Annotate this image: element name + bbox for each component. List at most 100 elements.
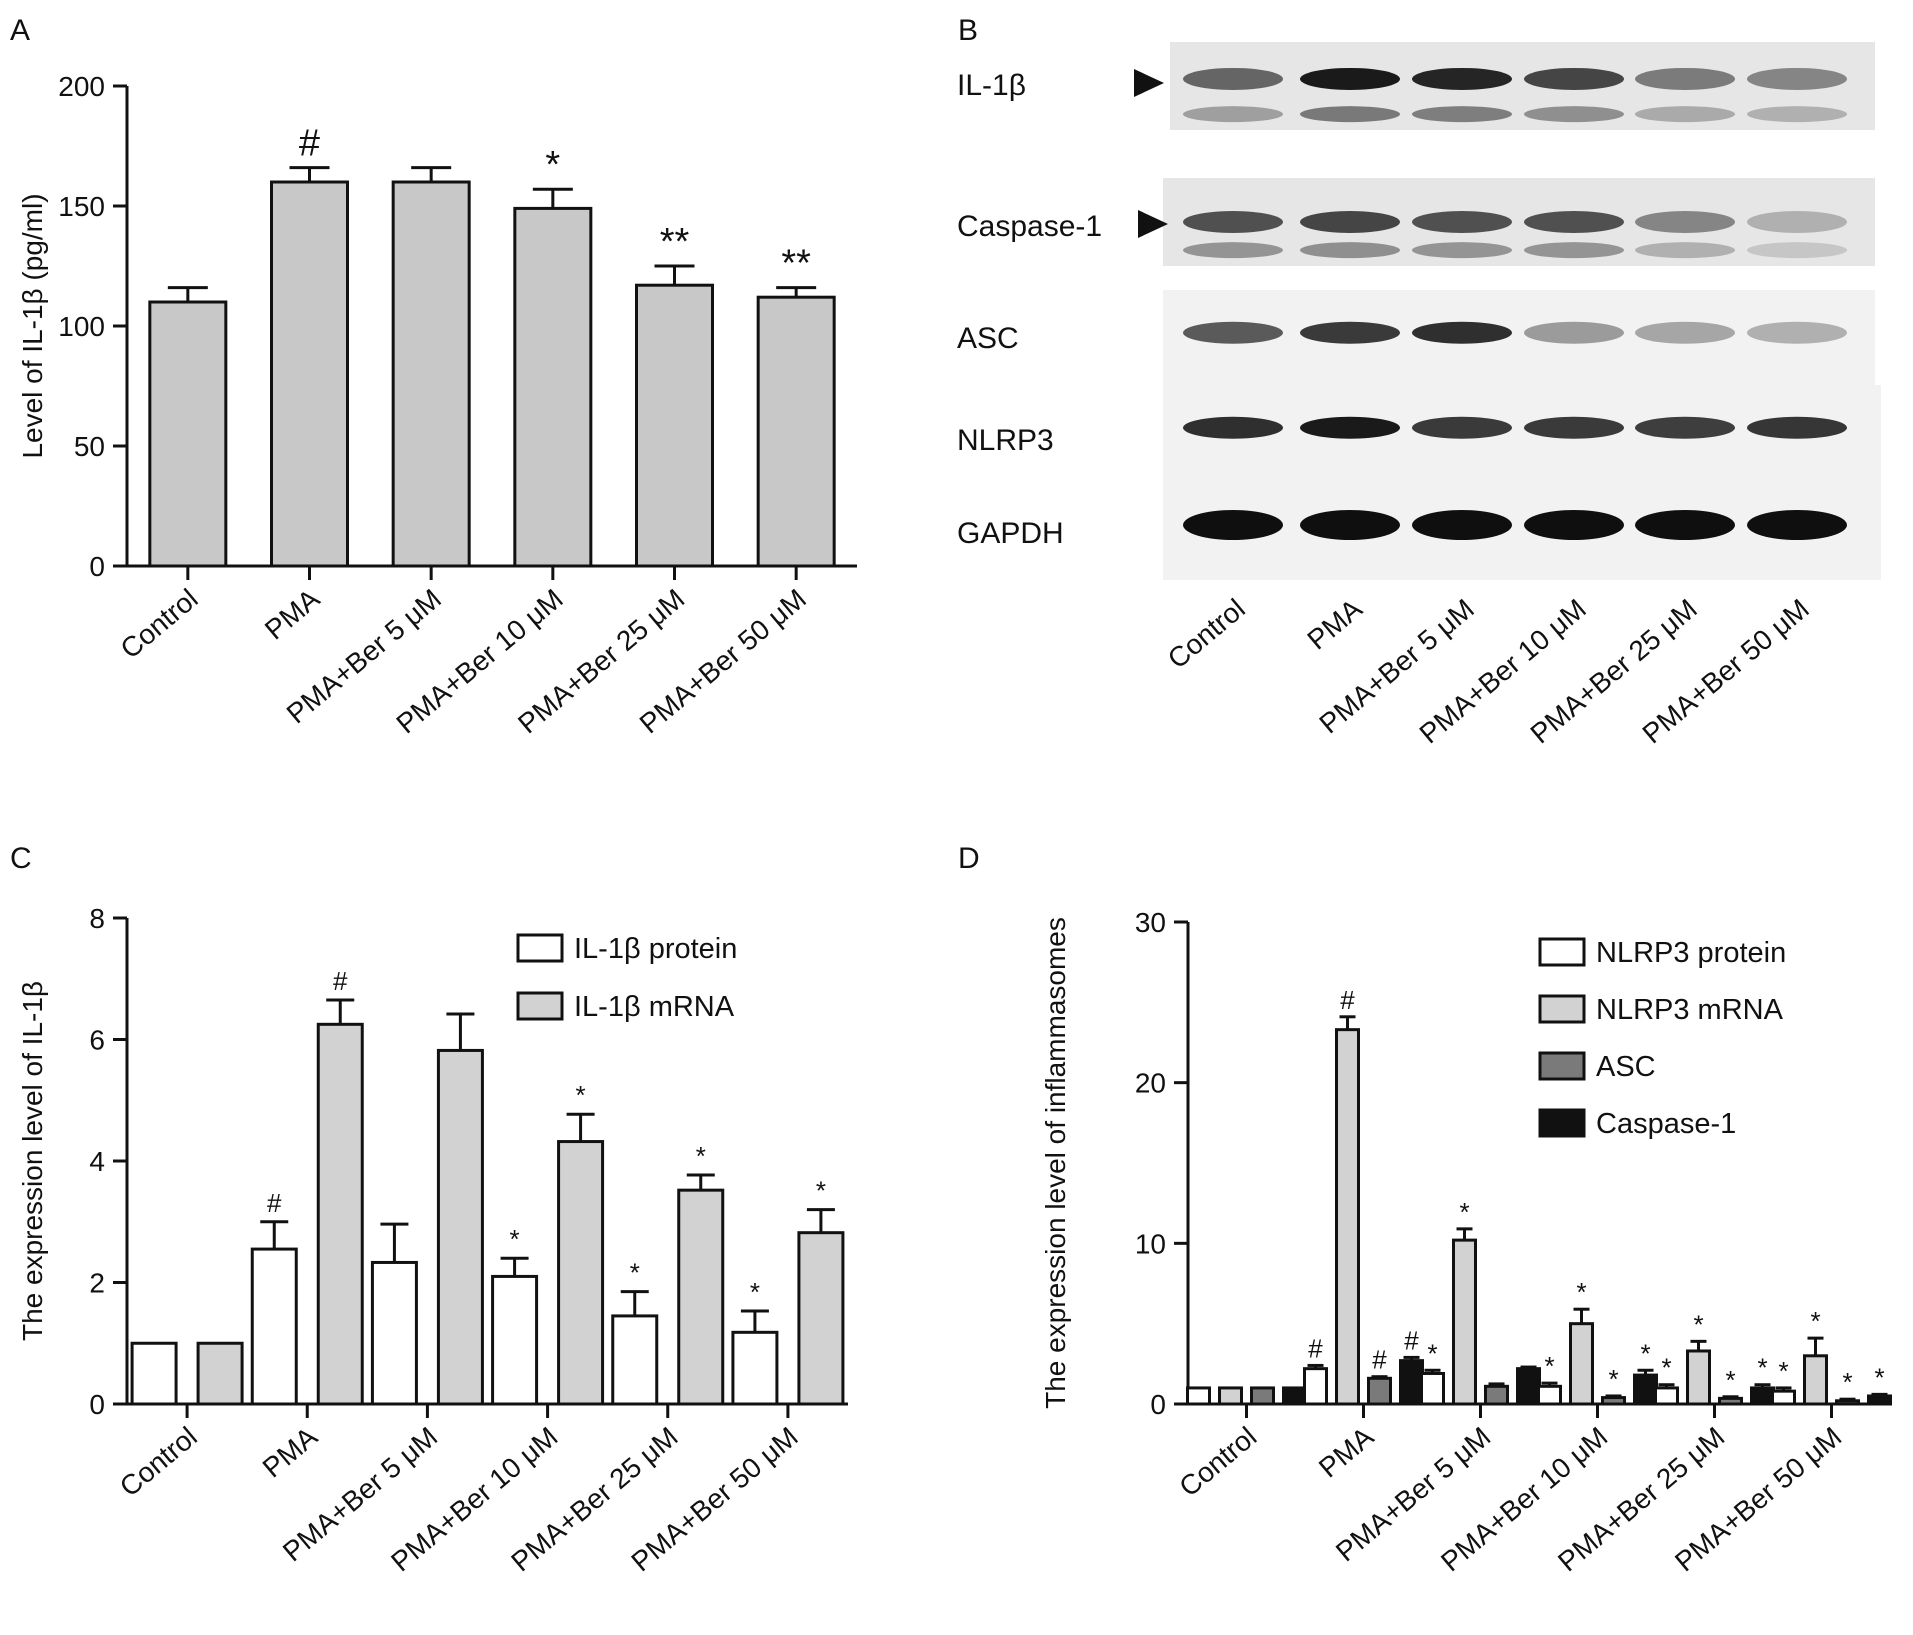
blot-band: [1747, 416, 1847, 439]
y-tick-label: 200: [58, 71, 105, 102]
y-tick-label: 0: [1150, 1389, 1166, 1420]
blot-row-label: ASC: [957, 322, 1019, 355]
blot-band: [1635, 211, 1735, 233]
blot-lane-label: PMA: [1301, 593, 1368, 656]
legend-swatch: [1538, 1051, 1586, 1081]
chart-c: 0 2 4 6 8 The expression level of IL-1β Contro…: [17, 903, 848, 1578]
blot-band: [1635, 67, 1735, 90]
bar: [1516, 1367, 1541, 1406]
blot-band: [1635, 321, 1735, 344]
significance-mark: **: [660, 221, 690, 263]
y-tick-label: 0: [89, 551, 105, 582]
blot-row-label: Caspase-1: [957, 210, 1102, 243]
blot-band: [1412, 67, 1512, 90]
bar: [1218, 1386, 1243, 1406]
bar: [611, 1314, 659, 1406]
blot-band: [1183, 321, 1283, 344]
bar: [196, 1341, 244, 1406]
bar: [1654, 1386, 1679, 1406]
blot-band-secondary: [1300, 242, 1400, 259]
y-tick-label: 4: [89, 1146, 105, 1177]
significance-mark: *: [510, 1224, 520, 1254]
y-tick-label: 50: [74, 431, 105, 462]
significance-mark: *: [1810, 1306, 1820, 1336]
significance-mark: *: [1725, 1365, 1735, 1395]
bar: [370, 1260, 418, 1406]
blot-band-secondary: [1412, 106, 1512, 123]
significance-mark: *: [750, 1277, 760, 1307]
significance-mark: #: [1340, 985, 1355, 1015]
blot-band: [1183, 416, 1283, 439]
bar: [677, 1188, 725, 1406]
bar: [436, 1048, 484, 1406]
significance-mark: **: [781, 243, 811, 285]
y-axis-label: Level of IL-1β (pg/ml): [17, 193, 48, 458]
y-tick-label: 8: [89, 903, 105, 934]
y-axis-label: The expression level of inflammasomes: [1040, 917, 1071, 1409]
blot-band: [1183, 67, 1283, 90]
y-tick-label: 2: [89, 1268, 105, 1299]
significance-mark: *: [1459, 1197, 1469, 1227]
bar: [1601, 1396, 1626, 1406]
blot-band: [1635, 416, 1735, 439]
bar: [1835, 1399, 1860, 1406]
blot-row-label: NLRP3: [957, 424, 1054, 457]
blot-band-secondary: [1300, 106, 1400, 123]
blot-band-secondary: [1635, 106, 1735, 123]
blot-band: [1183, 211, 1283, 233]
significance-mark: *: [816, 1176, 826, 1206]
chart-d: 0 10 20 30 The expression level of inflammas…: [1040, 907, 1892, 1578]
panel-label-b: B: [958, 14, 978, 47]
significance-mark: *: [1608, 1364, 1618, 1394]
blot-band-secondary: [1747, 242, 1847, 259]
bar: [756, 295, 836, 568]
blot-band-secondary: [1183, 242, 1283, 259]
bar: [1399, 1359, 1424, 1406]
bar: [1367, 1376, 1392, 1406]
legend-swatch: [1538, 937, 1586, 967]
legend-label: NLRP3 mRNA: [1596, 994, 1784, 1026]
blot-row-label: GAPDH: [957, 517, 1064, 550]
blot-band-secondary: [1635, 242, 1735, 259]
blot-band-secondary: [1183, 106, 1283, 123]
y-axis-label: The expression level of IL-1β: [17, 981, 48, 1341]
significance-mark: *: [545, 144, 560, 186]
significance-mark: *: [1544, 1351, 1554, 1381]
y-tick-label: 0: [89, 1389, 105, 1420]
significance-mark: #: [267, 1188, 282, 1218]
blot-band-secondary: [1412, 242, 1512, 259]
blot-band: [1300, 67, 1400, 90]
x-tick-label: PMA: [257, 1421, 324, 1484]
legend-swatch: [516, 991, 564, 1021]
legend-label: ASC: [1596, 1051, 1656, 1083]
bar: [731, 1330, 779, 1406]
blot-band: [1412, 416, 1512, 439]
bar: [1335, 1028, 1360, 1406]
bar: [1186, 1386, 1211, 1406]
bar: [250, 1247, 298, 1406]
significance-mark: *: [576, 1080, 586, 1110]
legend-swatch: [1538, 994, 1586, 1024]
legend-swatch: [1538, 1108, 1586, 1138]
bar: [1718, 1396, 1743, 1406]
bar: [1452, 1238, 1477, 1406]
legend-label: IL-1β protein: [574, 933, 737, 965]
blot-band: [1412, 510, 1512, 540]
legend-swatch: [516, 933, 564, 963]
blot-band: [1300, 321, 1400, 344]
panel-label-d: D: [958, 842, 980, 875]
blot-band: [1524, 67, 1624, 90]
bar: [1537, 1384, 1562, 1406]
significance-mark: *: [1874, 1362, 1884, 1392]
bar: [1633, 1373, 1658, 1406]
blot-band: [1300, 416, 1400, 439]
bar: [270, 180, 349, 568]
legend-label: IL-1β mRNA: [574, 991, 735, 1023]
significance-mark: #: [299, 123, 320, 165]
bar: [1569, 1322, 1594, 1406]
x-tick-label: Control: [114, 1421, 203, 1503]
blot-row-label: IL-1β: [957, 69, 1026, 102]
bar: [1771, 1389, 1796, 1406]
